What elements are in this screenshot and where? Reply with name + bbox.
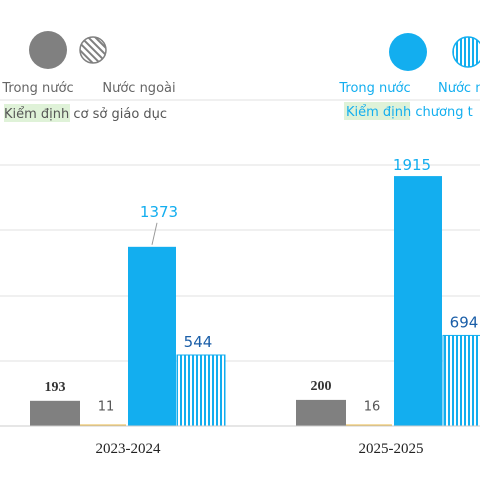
- value-label: 544: [184, 333, 213, 351]
- bar-series3-2023-2024: [176, 354, 226, 427]
- bars: [30, 176, 480, 427]
- legend-group-title-institution: Kiểm định cơ sở giáo dục: [4, 107, 167, 122]
- bar-series0-2025-2025: [296, 399, 346, 426]
- category-label-0: 2023-2024: [96, 441, 161, 457]
- value-label: 1915: [393, 156, 431, 174]
- value-labels: 193 200 11 16 1373 1915 544 694: [45, 156, 479, 414]
- legend-label-foreign-program: Nước n: [438, 81, 480, 96]
- category-label-1: 2025-2025: [359, 441, 424, 457]
- value-label: 694: [450, 313, 479, 331]
- legend-swatch-domestic-program: [389, 33, 427, 71]
- legend-label-domestic-program: Trong nước: [338, 81, 410, 96]
- bar-series1-2025-2025: [346, 424, 392, 426]
- value-label: 200: [311, 379, 332, 394]
- legend-title-highlight: [4, 104, 70, 122]
- bar-series2-2025-2025: [394, 176, 442, 426]
- legend-group-1: Trong nước Nước n Kiểm định chương t: [338, 33, 480, 120]
- value-label: 1373: [140, 203, 178, 221]
- bar-series3-2025-2025: [442, 334, 480, 427]
- legend-swatch-foreign-institution: [79, 36, 107, 64]
- legend-label-foreign-institution: Nước ngoài: [102, 81, 175, 96]
- legend-title-highlight: [344, 102, 410, 120]
- value-label: 16: [364, 400, 381, 415]
- value-label: 193: [45, 380, 66, 395]
- label-leader-line: [151, 222, 158, 245]
- bar-series2-2023-2024: [128, 246, 176, 426]
- legend-group-title-program: Kiểm định chương t: [346, 105, 473, 120]
- bar-series1-2023-2024: [80, 424, 126, 426]
- legend-group-0: Trong nước Nước ngoài Kiểm định cơ sở gi…: [1, 31, 176, 122]
- value-label: 11: [98, 400, 115, 415]
- legend-swatch-domestic-institution: [29, 31, 67, 69]
- bar-series0-2023-2024: [30, 400, 80, 426]
- legend-label-domestic-institution: Trong nước: [1, 81, 73, 96]
- legend-swatch-foreign-program: [452, 36, 480, 68]
